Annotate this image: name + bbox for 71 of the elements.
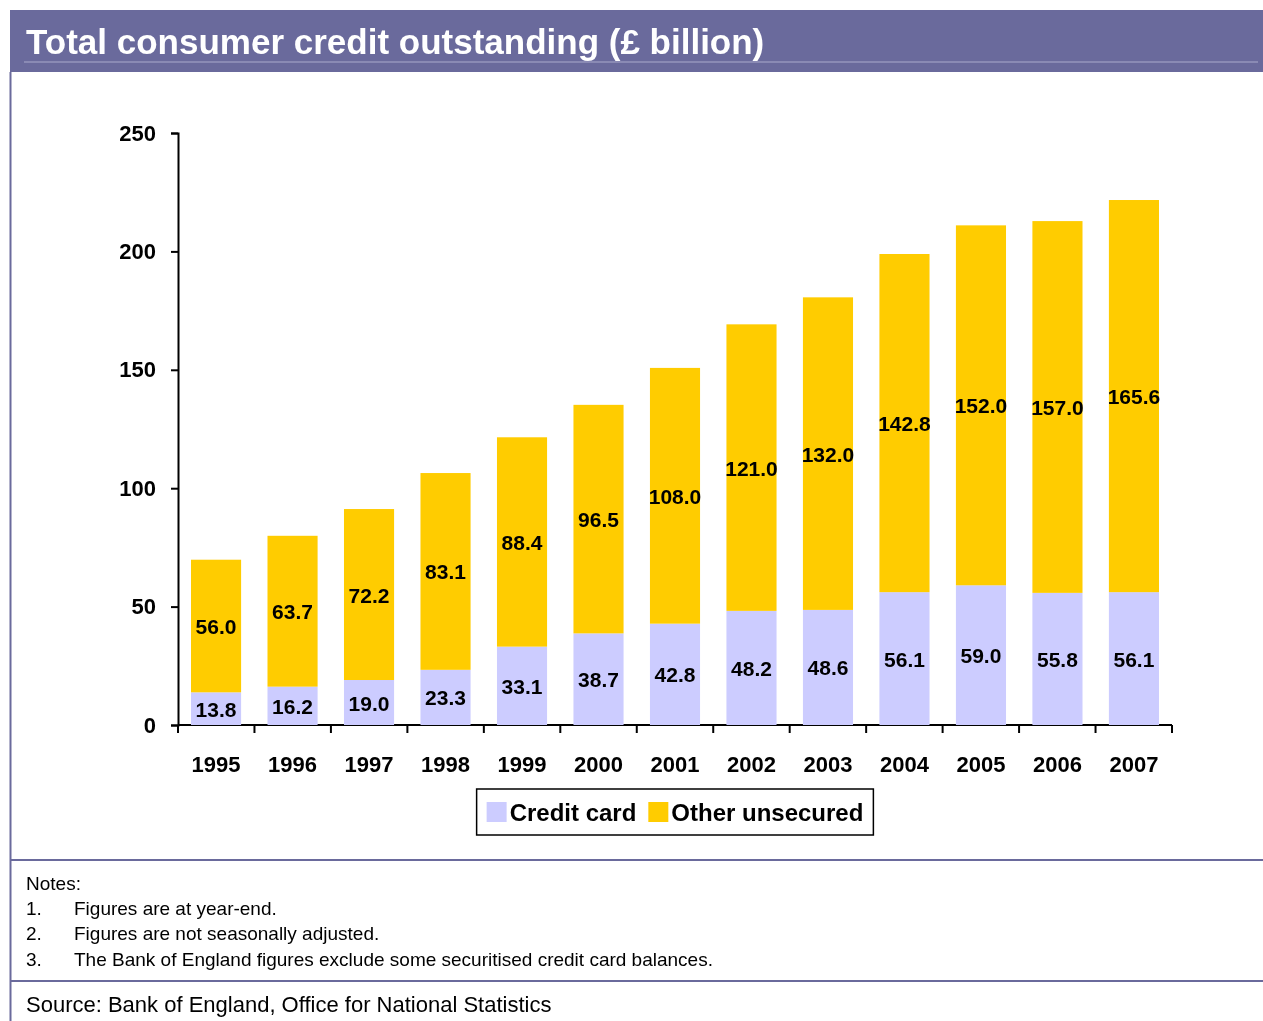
x-tick-label: 2007 <box>1109 752 1159 777</box>
bar <box>955 225 1007 586</box>
bar <box>879 254 930 593</box>
x-tick-label: 2000 <box>574 752 623 777</box>
bar <box>649 367 701 624</box>
bar <box>343 509 395 681</box>
y-tick-label: 200 <box>119 238 156 264</box>
data-label: 96.5 <box>578 508 620 532</box>
chart-title: Total consumer credit outstanding (£ billion) <box>26 22 765 61</box>
x-tick-label: 1996 <box>268 752 318 777</box>
x-tick-label: 1998 <box>421 752 470 777</box>
bar <box>496 646 548 725</box>
x-tick-label: 2004 <box>880 752 930 777</box>
data-label: 42.8 <box>654 663 696 687</box>
bar <box>955 585 1007 725</box>
bar <box>1108 200 1159 593</box>
data-label: 56.1 <box>884 647 926 671</box>
text: 1. Figures are at year-end. <box>26 898 277 919</box>
data-label: 63.7 <box>272 600 313 624</box>
data-label: 33.1 <box>501 674 543 698</box>
data-label: 13.8 <box>195 697 237 721</box>
bar <box>267 535 318 687</box>
bar <box>802 297 854 610</box>
y-tick-label: 100 <box>119 475 156 501</box>
data-label: 72.2 <box>348 583 390 607</box>
x-tick-label: 1997 <box>344 752 394 777</box>
data-label: 157.0 <box>1031 395 1084 419</box>
bar <box>191 559 242 693</box>
text: Notes: <box>26 873 81 894</box>
data-label: 56.1 <box>1113 647 1155 671</box>
y-tick-label: 250 <box>119 120 156 146</box>
source-note: Source: Bank of England, Office for National Statistics <box>26 992 552 1017</box>
y-tick-label: 0 <box>143 712 156 738</box>
data-label: 38.7 <box>578 668 619 692</box>
x-tick-label: 2002 <box>727 752 776 777</box>
data-label: 56.0 <box>195 615 237 639</box>
x-tick-label: 2001 <box>650 752 700 777</box>
data-label: 83.1 <box>425 560 467 584</box>
bar <box>879 592 930 725</box>
legend-label: Other unsecured <box>671 799 864 826</box>
bar <box>802 609 854 725</box>
bar <box>573 404 624 634</box>
bar <box>1108 592 1159 725</box>
data-label: 59.0 <box>960 644 1002 668</box>
bar <box>1032 221 1083 593</box>
data-label: 88.4 <box>501 530 543 554</box>
y-tick-label: 150 <box>119 357 156 383</box>
bar <box>420 473 471 670</box>
bar <box>649 623 701 725</box>
x-tick-label: 2005 <box>956 752 1006 777</box>
x-tick-label: 2003 <box>803 752 853 777</box>
bar <box>726 610 777 725</box>
data-label: 23.3 <box>425 686 466 710</box>
bar <box>496 437 548 647</box>
x-tick-label: 2006 <box>1032 752 1082 777</box>
data-label: 16.2 <box>272 694 313 718</box>
y-tick-label: 50 <box>131 594 156 620</box>
x-tick-label: 1995 <box>191 752 241 777</box>
data-label: 142.8 <box>878 412 932 436</box>
data-label: 48.2 <box>731 656 772 680</box>
bar <box>573 633 624 725</box>
text: 3. The Bank of England figures exclude some securitised credit card balances. <box>26 949 713 970</box>
data-label: 121.0 <box>725 456 778 480</box>
legend-label: Credit card <box>509 799 637 826</box>
text: 2. Figures are not seasonally adjusted. <box>26 923 380 944</box>
x-tick-label: 1999 <box>497 752 547 777</box>
data-label: 55.8 <box>1037 647 1079 671</box>
bar <box>1032 592 1083 725</box>
data-label: 48.6 <box>807 656 849 680</box>
data-label: 19.0 <box>348 691 390 715</box>
bar <box>726 324 777 611</box>
